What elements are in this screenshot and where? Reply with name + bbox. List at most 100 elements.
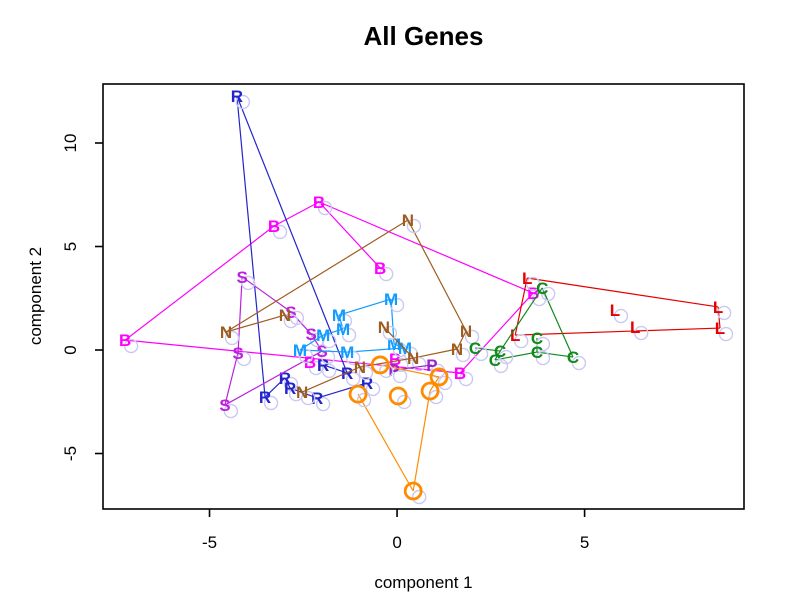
point-halo: [236, 351, 252, 367]
point-halo: [393, 357, 409, 373]
point-halo: [382, 325, 398, 341]
x-axis-label: component 1: [374, 573, 473, 592]
series-S-segment: [241, 276, 292, 313]
point-label-N: N: [378, 318, 390, 337]
point-label-N: N: [296, 383, 308, 402]
point-marker-O: [348, 384, 368, 404]
series-S-segment: [237, 276, 243, 353]
x-axis-tick-label: 5: [580, 533, 589, 552]
point-halo: [337, 313, 353, 329]
series-B-segment: [318, 201, 381, 269]
point-label-N: N: [407, 349, 419, 368]
series-N-segment: [413, 348, 458, 359]
y-axis-label: component 2: [26, 246, 45, 346]
point-label-S: S: [232, 344, 243, 363]
series-B-segment: [125, 339, 461, 374]
point-halo: [272, 224, 288, 240]
point-marker-O: [429, 367, 449, 387]
point-halo: [535, 336, 551, 352]
y-axis-tick-label: 10: [61, 134, 80, 153]
point-label-S: S: [305, 325, 316, 344]
point-halo: [455, 347, 471, 363]
series-M-segment: [299, 334, 324, 351]
point-label-R: R: [311, 389, 323, 408]
point-label-B: B: [389, 350, 401, 369]
series-O-segment: [380, 364, 440, 378]
series-S-segment: [224, 350, 323, 406]
series-C-segment: [474, 347, 501, 352]
series-B-segment: [124, 225, 275, 341]
series-C-segment: [499, 287, 543, 352]
series-C-segment: [541, 287, 574, 358]
series-N-segment: [407, 219, 467, 332]
point-halo: [499, 349, 514, 365]
point-label-M: M: [336, 320, 350, 339]
series-R-segment: [236, 95, 266, 398]
point-label-N: N: [220, 323, 232, 342]
point-halo: [718, 326, 734, 342]
point-halo: [320, 349, 336, 365]
point-halo: [541, 286, 556, 302]
point-halo: [571, 355, 587, 371]
point-label-N: N: [279, 306, 291, 325]
point-label-L: L: [522, 269, 532, 288]
point-label-M: M: [316, 326, 330, 345]
point-halo: [358, 365, 374, 381]
point-halo: [535, 350, 551, 366]
point-label-C: C: [494, 342, 506, 361]
series-S-segment: [310, 333, 323, 352]
series-B: B B B B B B B B: [119, 193, 547, 387]
point-halo: [473, 346, 489, 362]
point-label-R: R: [317, 356, 329, 375]
point-halo: [458, 371, 474, 387]
series-N-segment: [383, 326, 414, 359]
point-halo: [514, 333, 529, 349]
series-O-segment: [357, 393, 414, 492]
point-label-C: C: [531, 343, 543, 362]
y-axis-tick-label: -5: [61, 446, 80, 461]
series-O: [348, 355, 453, 505]
series-B-segment: [318, 201, 534, 294]
chart-title: All Genes: [363, 21, 484, 51]
point-halo: [321, 363, 337, 379]
plot-border: [102, 83, 745, 510]
point-label-B: B: [527, 284, 539, 303]
point-label-N: N: [460, 322, 472, 341]
point-halo: [406, 218, 422, 234]
point-label-C: C: [567, 348, 579, 367]
series-N-segment: [301, 366, 361, 393]
point-halo: [365, 381, 381, 397]
point-label-L: L: [715, 319, 725, 338]
point-label-N: N: [354, 358, 366, 377]
point-halo: [716, 305, 732, 321]
point-halo: [378, 363, 394, 379]
point-label-B: B: [454, 364, 466, 383]
point-halo: [493, 358, 509, 374]
point-label-C: C: [531, 329, 543, 348]
point-label-S: S: [236, 268, 247, 287]
x-axis-tick-label: 0: [392, 533, 401, 552]
point-halo: [356, 392, 372, 408]
point-halo: [392, 368, 408, 384]
point-halo: [300, 390, 316, 406]
point-label-P: P: [388, 361, 399, 380]
point-label-R: R: [341, 364, 353, 383]
point-label-N: N: [402, 211, 414, 230]
point-label-C: C: [469, 339, 481, 358]
series-C-segment: [494, 351, 538, 361]
point-label-S: S: [285, 303, 296, 322]
series-C-segment: [536, 351, 574, 358]
point-halo: [298, 348, 314, 364]
point-label-S: S: [219, 396, 230, 415]
series-O-segment: [412, 390, 431, 492]
point-label-B: B: [119, 331, 131, 350]
point-label-B: B: [374, 259, 386, 278]
point-label-N: N: [451, 340, 463, 359]
point-halo: [315, 396, 331, 412]
point-label-M: M: [293, 341, 307, 360]
point-marker-O: [420, 381, 440, 401]
point-halo: [263, 395, 279, 411]
point-marker-O: [370, 355, 390, 375]
